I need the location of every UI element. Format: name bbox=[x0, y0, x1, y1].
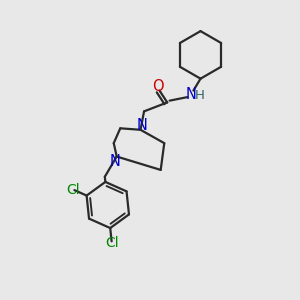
Text: Cl: Cl bbox=[66, 182, 80, 197]
Text: N: N bbox=[137, 118, 148, 133]
Text: N: N bbox=[110, 154, 120, 169]
Text: N: N bbox=[186, 87, 196, 102]
Text: O: O bbox=[152, 80, 164, 94]
Text: Cl: Cl bbox=[105, 236, 119, 250]
Text: H: H bbox=[195, 89, 205, 102]
